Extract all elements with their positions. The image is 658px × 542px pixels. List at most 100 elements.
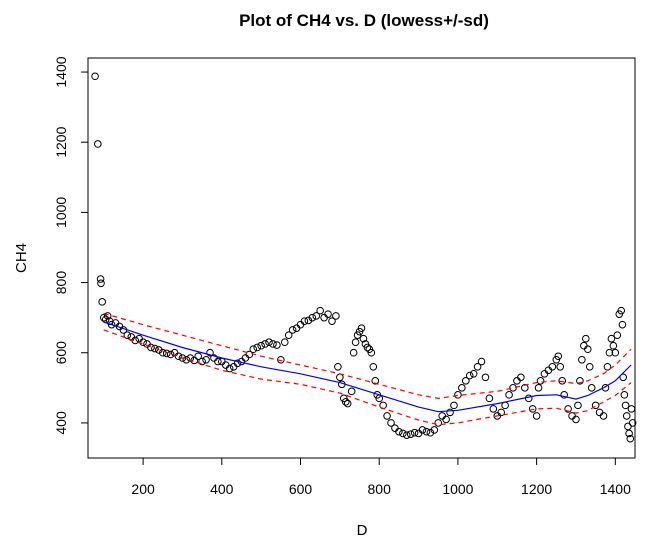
data-point <box>521 384 529 392</box>
data-point <box>536 377 545 385</box>
data-point <box>269 340 277 348</box>
data-point <box>554 352 563 361</box>
data-point <box>257 341 265 350</box>
data-point <box>292 324 301 332</box>
data-point <box>328 317 336 325</box>
data-point <box>206 348 214 357</box>
data-point <box>469 369 478 378</box>
data-point <box>214 357 222 366</box>
y-tick-label: 400 <box>53 411 69 435</box>
data-point <box>139 338 147 347</box>
x-tick-label: 400 <box>210 481 234 497</box>
data-point <box>613 331 622 339</box>
data-point <box>96 275 105 283</box>
data-point <box>450 401 458 410</box>
data-point <box>94 140 102 148</box>
data-point <box>442 415 450 424</box>
data-point <box>578 355 586 364</box>
chart-title: Plot of CH4 vs. D (lowess+/-sd) <box>239 11 489 30</box>
data-point <box>572 415 580 424</box>
data-point <box>395 427 403 436</box>
data-point <box>99 313 108 322</box>
data-point <box>458 384 466 392</box>
data-point <box>517 373 525 382</box>
data-point <box>599 412 608 420</box>
y-tick-label: 1200 <box>53 126 69 157</box>
data-point <box>438 412 446 420</box>
data-point <box>147 343 155 352</box>
plot-frame <box>87 57 636 459</box>
data-point <box>300 317 309 325</box>
data-point <box>556 362 565 371</box>
data-point <box>253 343 262 352</box>
data-point <box>320 313 328 322</box>
y-axis-label: CH4 <box>13 243 30 273</box>
data-point <box>418 426 427 434</box>
data-point <box>312 312 321 320</box>
x-axis: 200 400 600 800 1000 1200 1400 <box>131 457 631 497</box>
data-point <box>249 345 258 354</box>
data-point <box>628 419 637 427</box>
data-point <box>591 401 600 410</box>
data-point <box>583 345 592 354</box>
data-point <box>544 366 553 375</box>
data-point <box>151 344 159 353</box>
x-tick-label: 1200 <box>521 481 552 497</box>
data-point <box>229 362 238 371</box>
data-point <box>611 348 620 357</box>
data-point <box>343 399 352 408</box>
lowess-line <box>103 321 632 413</box>
data-point <box>351 338 360 347</box>
data-point <box>288 326 297 334</box>
data-point <box>410 428 419 437</box>
data-point <box>619 373 627 382</box>
data-point <box>91 72 99 81</box>
data-point <box>97 279 105 288</box>
data-point <box>178 354 187 362</box>
data-point <box>233 359 242 368</box>
data-point <box>622 412 631 420</box>
data-point <box>316 306 324 315</box>
data-point <box>359 334 368 343</box>
data-point <box>402 431 411 439</box>
data-point <box>509 384 517 392</box>
data-point <box>349 348 358 357</box>
x-tick-label: 1000 <box>442 481 473 497</box>
data-point <box>434 419 443 427</box>
data-point <box>618 320 627 329</box>
data-point <box>626 434 635 443</box>
upper-sd-line <box>103 312 632 400</box>
data-point <box>620 391 629 399</box>
data-point <box>194 352 202 361</box>
data-point <box>481 373 490 382</box>
data-point <box>383 412 391 420</box>
y-tick-label: 600 <box>53 341 69 365</box>
data-point <box>367 348 376 357</box>
data-point <box>548 362 557 371</box>
data-point <box>371 377 380 385</box>
data-point <box>347 387 356 396</box>
data-point <box>454 391 462 399</box>
data-point <box>357 324 366 332</box>
data-point <box>621 401 630 410</box>
data-point <box>406 430 415 438</box>
data-point <box>334 362 342 371</box>
data-point <box>422 427 431 436</box>
data-point <box>186 354 195 362</box>
data-point <box>174 352 183 361</box>
y-tick-label: 800 <box>53 271 69 295</box>
data-point <box>225 364 234 373</box>
data-point <box>558 377 566 385</box>
x-tick-label: 800 <box>368 481 392 497</box>
data-point <box>505 391 513 399</box>
data-point <box>574 401 582 410</box>
data-point <box>273 341 281 349</box>
data-point <box>473 362 482 371</box>
data-point <box>324 310 332 318</box>
data-point <box>585 362 594 371</box>
points-layer <box>91 72 637 443</box>
data-point <box>607 334 616 343</box>
data-point <box>399 429 407 438</box>
data-point <box>221 361 230 369</box>
